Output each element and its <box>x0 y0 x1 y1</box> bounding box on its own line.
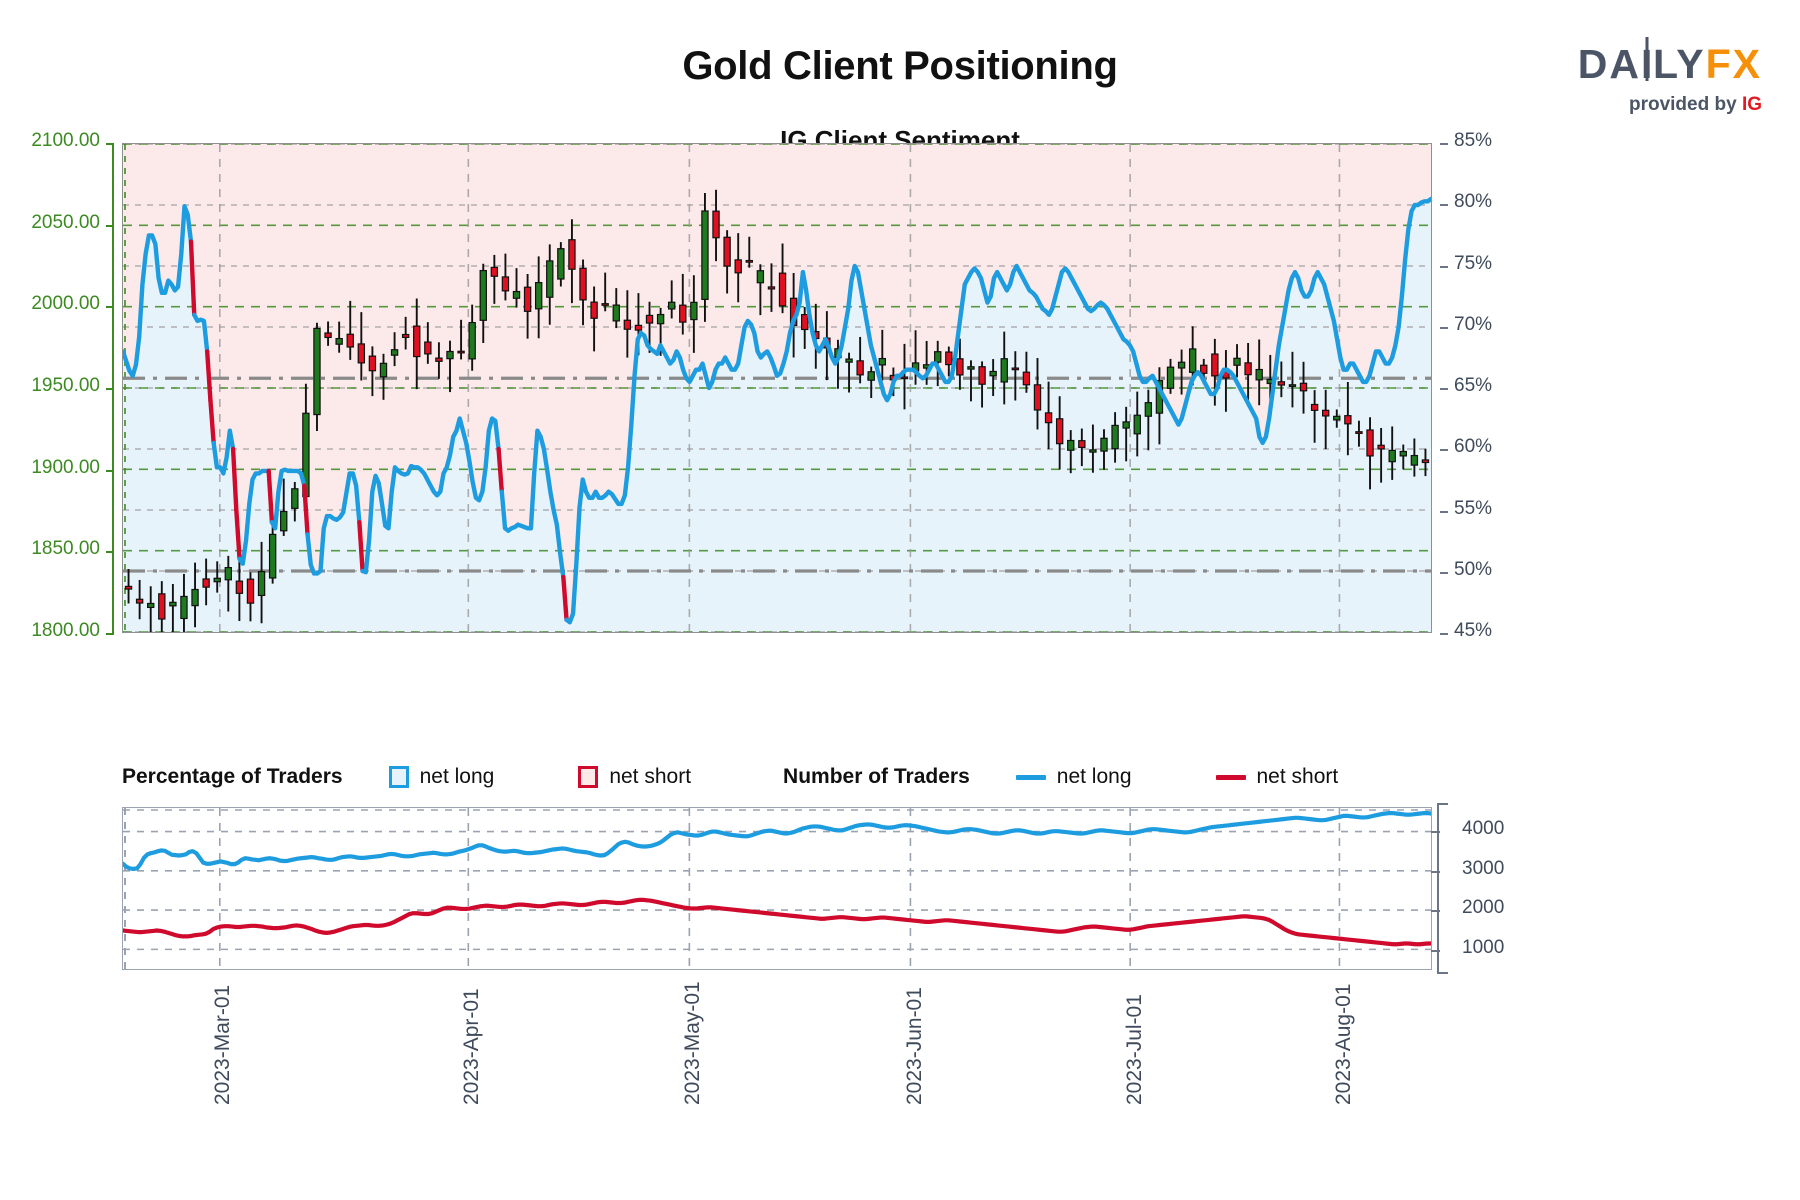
logo-daily-part1: DA <box>1577 41 1641 87</box>
price-axis: 2100.00 2050.00 2000.00 1950.00 1900.00 1850.… <box>0 130 114 641</box>
percentage-axis: 85% 80% 75% 70% 65% 60% 55% 50% 45% <box>1440 130 1560 641</box>
percentage-tick-label: 60% <box>1454 436 1493 458</box>
percentage-tick-mark <box>1440 143 1448 145</box>
legend-pct-net-short[interactable]: net short <box>578 765 691 789</box>
price-tick-mark <box>106 633 114 635</box>
x-axis-tick-label: 2023-Mar-01 <box>210 984 234 1105</box>
net-short-line-icon <box>1215 774 1246 780</box>
percentage-tick-mark <box>1440 510 1448 513</box>
price-sentiment-plot <box>122 143 1432 633</box>
traders-tick-label: 2000 <box>1462 897 1505 919</box>
logo-tagline-prefix: provided by <box>1628 94 1742 115</box>
price-tick-mark <box>106 306 114 309</box>
percentage-tick-label: 70% <box>1454 313 1493 335</box>
price-tick-mark <box>106 551 114 554</box>
percentage-tick-mark <box>1440 571 1448 574</box>
x-axis-tick-label: 2023-May-01 <box>681 981 705 1105</box>
percentage-tick-label: 75% <box>1454 252 1493 274</box>
percentage-tick-label: 50% <box>1454 558 1493 580</box>
chart-legend: Percentage of Traders net long net short… <box>122 760 1552 794</box>
traders-tick-mark <box>1431 910 1440 913</box>
price-tick-mark <box>106 224 114 227</box>
number-of-traders-svg <box>123 808 1431 969</box>
dailyfx-wordmark: DAILYFX <box>1578 44 1762 85</box>
price-tick-label: 1900.00 <box>31 456 100 478</box>
logo-candle-icon: I <box>1640 41 1655 87</box>
traders-axis: 4000 3000 2000 1000 <box>1431 807 1560 970</box>
percentage-tick-mark <box>1440 204 1448 207</box>
number-of-traders-plot <box>122 807 1432 970</box>
traders-tick-mark <box>1431 870 1440 873</box>
traders-tick-label: 4000 <box>1462 817 1505 839</box>
legend-num-net-short-label: net short <box>1256 765 1339 788</box>
price-tick-mark <box>106 143 114 145</box>
net-short-swatch-icon <box>578 766 599 788</box>
logo-daily-part2: LY <box>1652 41 1706 87</box>
x-axis-tick-label: 2023-Jul-01 <box>1122 994 1146 1105</box>
price-sentiment-svg <box>123 144 1431 632</box>
legend-number-title: Number of Traders <box>783 765 970 788</box>
traders-tick-label: 1000 <box>1462 937 1505 959</box>
price-tick-label: 1800.00 <box>31 620 100 641</box>
logo-ig-brand: IG <box>1741 94 1762 115</box>
percentage-tick-label: 80% <box>1454 191 1493 213</box>
traders-axis-cap-bottom <box>1437 972 1448 974</box>
traders-tick-label: 3000 <box>1462 857 1505 879</box>
legend-num-net-long-label: net long <box>1056 765 1132 788</box>
dailyfx-logo: DAILYFX provided by IG <box>1578 44 1762 116</box>
percentage-tick-mark <box>1440 265 1448 268</box>
price-tick-mark <box>106 469 114 472</box>
logo-tagline: provided by IG <box>1578 94 1762 116</box>
legend-percentage-title: Percentage of Traders <box>122 765 343 788</box>
percentage-tick-mark <box>1440 449 1448 452</box>
legend-pct-net-short-label: net short <box>609 765 692 788</box>
price-tick-mark <box>106 388 114 390</box>
page-title: Gold Client Positioning <box>682 44 1118 88</box>
price-tick-label: 2050.00 <box>31 211 100 233</box>
percentage-tick-mark <box>1440 633 1448 635</box>
x-axis-tick-label: 2023-Apr-01 <box>459 988 483 1105</box>
traders-tick-mark <box>1431 950 1440 953</box>
percentage-tick-mark <box>1440 326 1448 329</box>
x-axis-tick-label: 2023-Aug-01 <box>1332 983 1356 1105</box>
price-tick-label: 1850.00 <box>31 538 100 560</box>
x-axis-tick-label: 2023-Jun-01 <box>902 987 926 1105</box>
percentage-tick-label: 55% <box>1454 497 1493 519</box>
percentage-tick-label: 45% <box>1454 620 1493 641</box>
legend-pct-net-long-label: net long <box>419 765 495 788</box>
percentage-tick-label: 65% <box>1454 375 1493 396</box>
price-tick-label: 2000.00 <box>31 293 100 315</box>
traders-axis-spine <box>1437 803 1439 974</box>
price-tick-label: 2100.00 <box>31 130 100 151</box>
net-long-swatch-icon <box>388 766 409 788</box>
net-long-line-icon <box>1015 774 1046 780</box>
price-tick-label: 1950.00 <box>31 375 100 396</box>
percentage-tick-label: 85% <box>1454 130 1493 151</box>
traders-tick-mark <box>1431 830 1440 833</box>
logo-fx-part: FX <box>1705 41 1762 87</box>
legend-num-net-short[interactable]: net short <box>1215 765 1339 789</box>
legend-num-net-long[interactable]: net long <box>1015 765 1132 789</box>
traders-axis-cap-top <box>1437 803 1448 805</box>
percentage-tick-mark <box>1440 388 1448 390</box>
legend-pct-net-long[interactable]: net long <box>388 765 495 789</box>
